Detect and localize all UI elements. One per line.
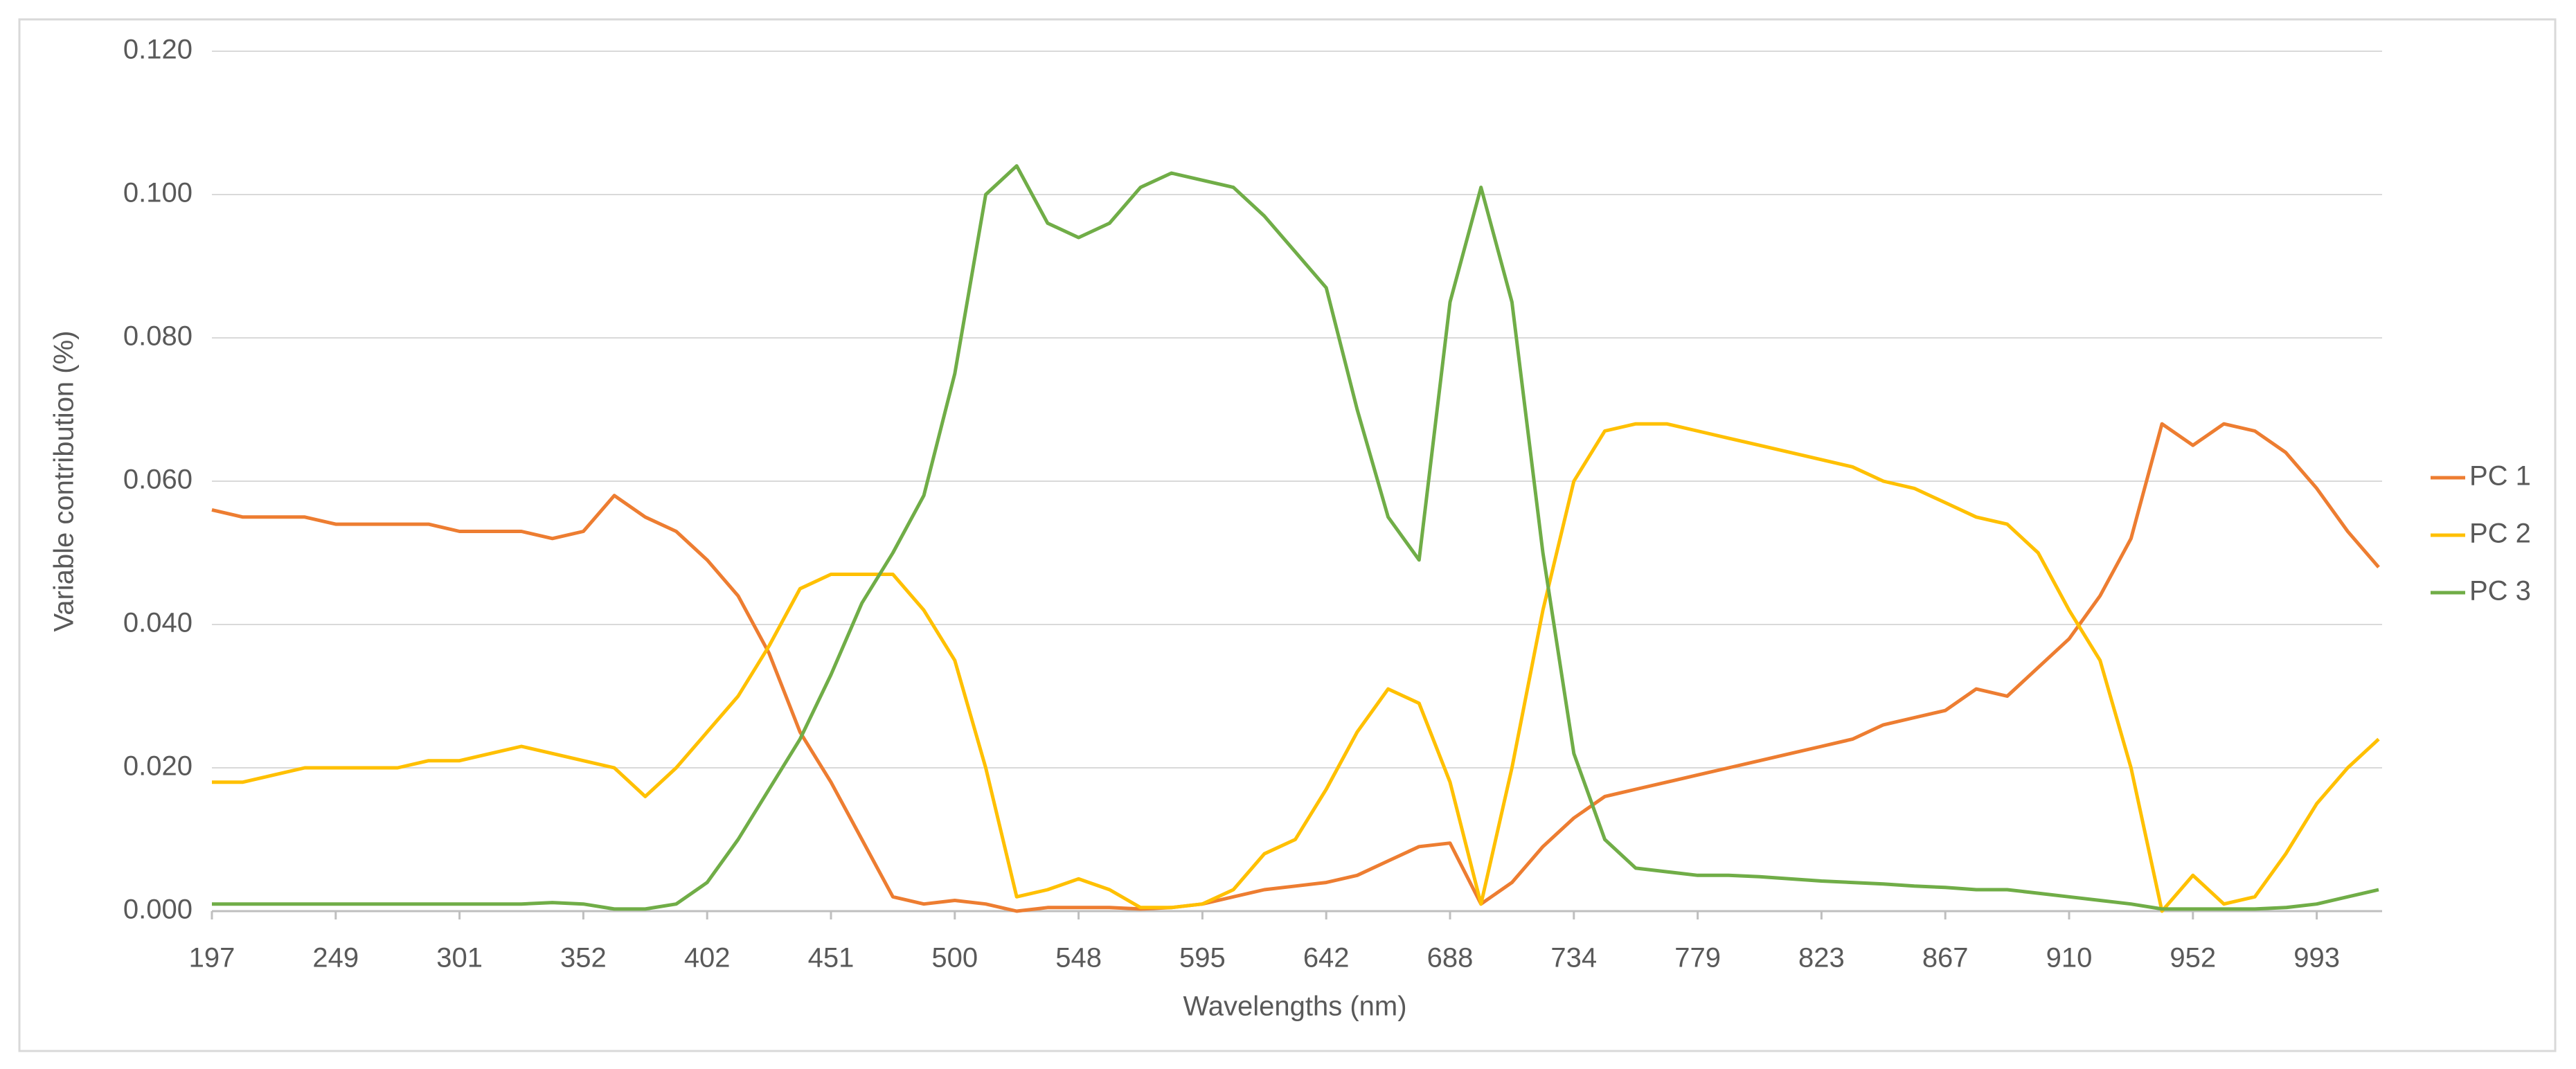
x-tick-label: 952	[2170, 943, 2216, 973]
x-tick-label: 867	[1922, 943, 1969, 973]
legend-label: PC 1	[2469, 461, 2531, 492]
x-tick-label: 688	[1427, 943, 1474, 973]
y-tick-label: 0.100	[123, 178, 193, 208]
x-tick-label: 642	[1303, 943, 1350, 973]
x-tick-label: 823	[1798, 943, 1845, 973]
x-tick-label: 352	[560, 943, 607, 973]
x-tick-label: 910	[2046, 943, 2093, 973]
x-tick-label: 993	[2293, 943, 2340, 973]
x-tick-label: 301	[436, 943, 483, 973]
x-tick-label: 548	[1055, 943, 1102, 973]
x-tick-label: 402	[684, 943, 731, 973]
x-tick-label: 451	[808, 943, 855, 973]
y-tick-label: 0.060	[123, 465, 193, 495]
legend-label: PC 2	[2469, 519, 2531, 549]
series-line	[212, 422, 2380, 913]
series-line	[211, 422, 2380, 913]
y-tick-label: 0.000	[123, 895, 193, 925]
x-tick-label: 500	[931, 943, 978, 973]
y-tick-label: 0.020	[123, 751, 193, 782]
y-tick-label: 0.040	[123, 608, 193, 638]
x-tick-label: 197	[189, 943, 235, 973]
series-line	[212, 164, 2379, 911]
x-tick-label: 779	[1674, 943, 1721, 973]
legend-label: PC 3	[2469, 576, 2531, 607]
x-tick-label: 249	[312, 943, 359, 973]
x-axis-title: Wavelengths (nm)	[1183, 991, 1406, 1022]
y-axis-title: Variable contribution (%)	[49, 330, 80, 631]
y-tick-label: 0.120	[123, 35, 193, 65]
y-tick-label: 0.080	[123, 321, 193, 352]
x-tick-label: 734	[1550, 943, 1597, 973]
x-tick-label: 595	[1179, 943, 1226, 973]
